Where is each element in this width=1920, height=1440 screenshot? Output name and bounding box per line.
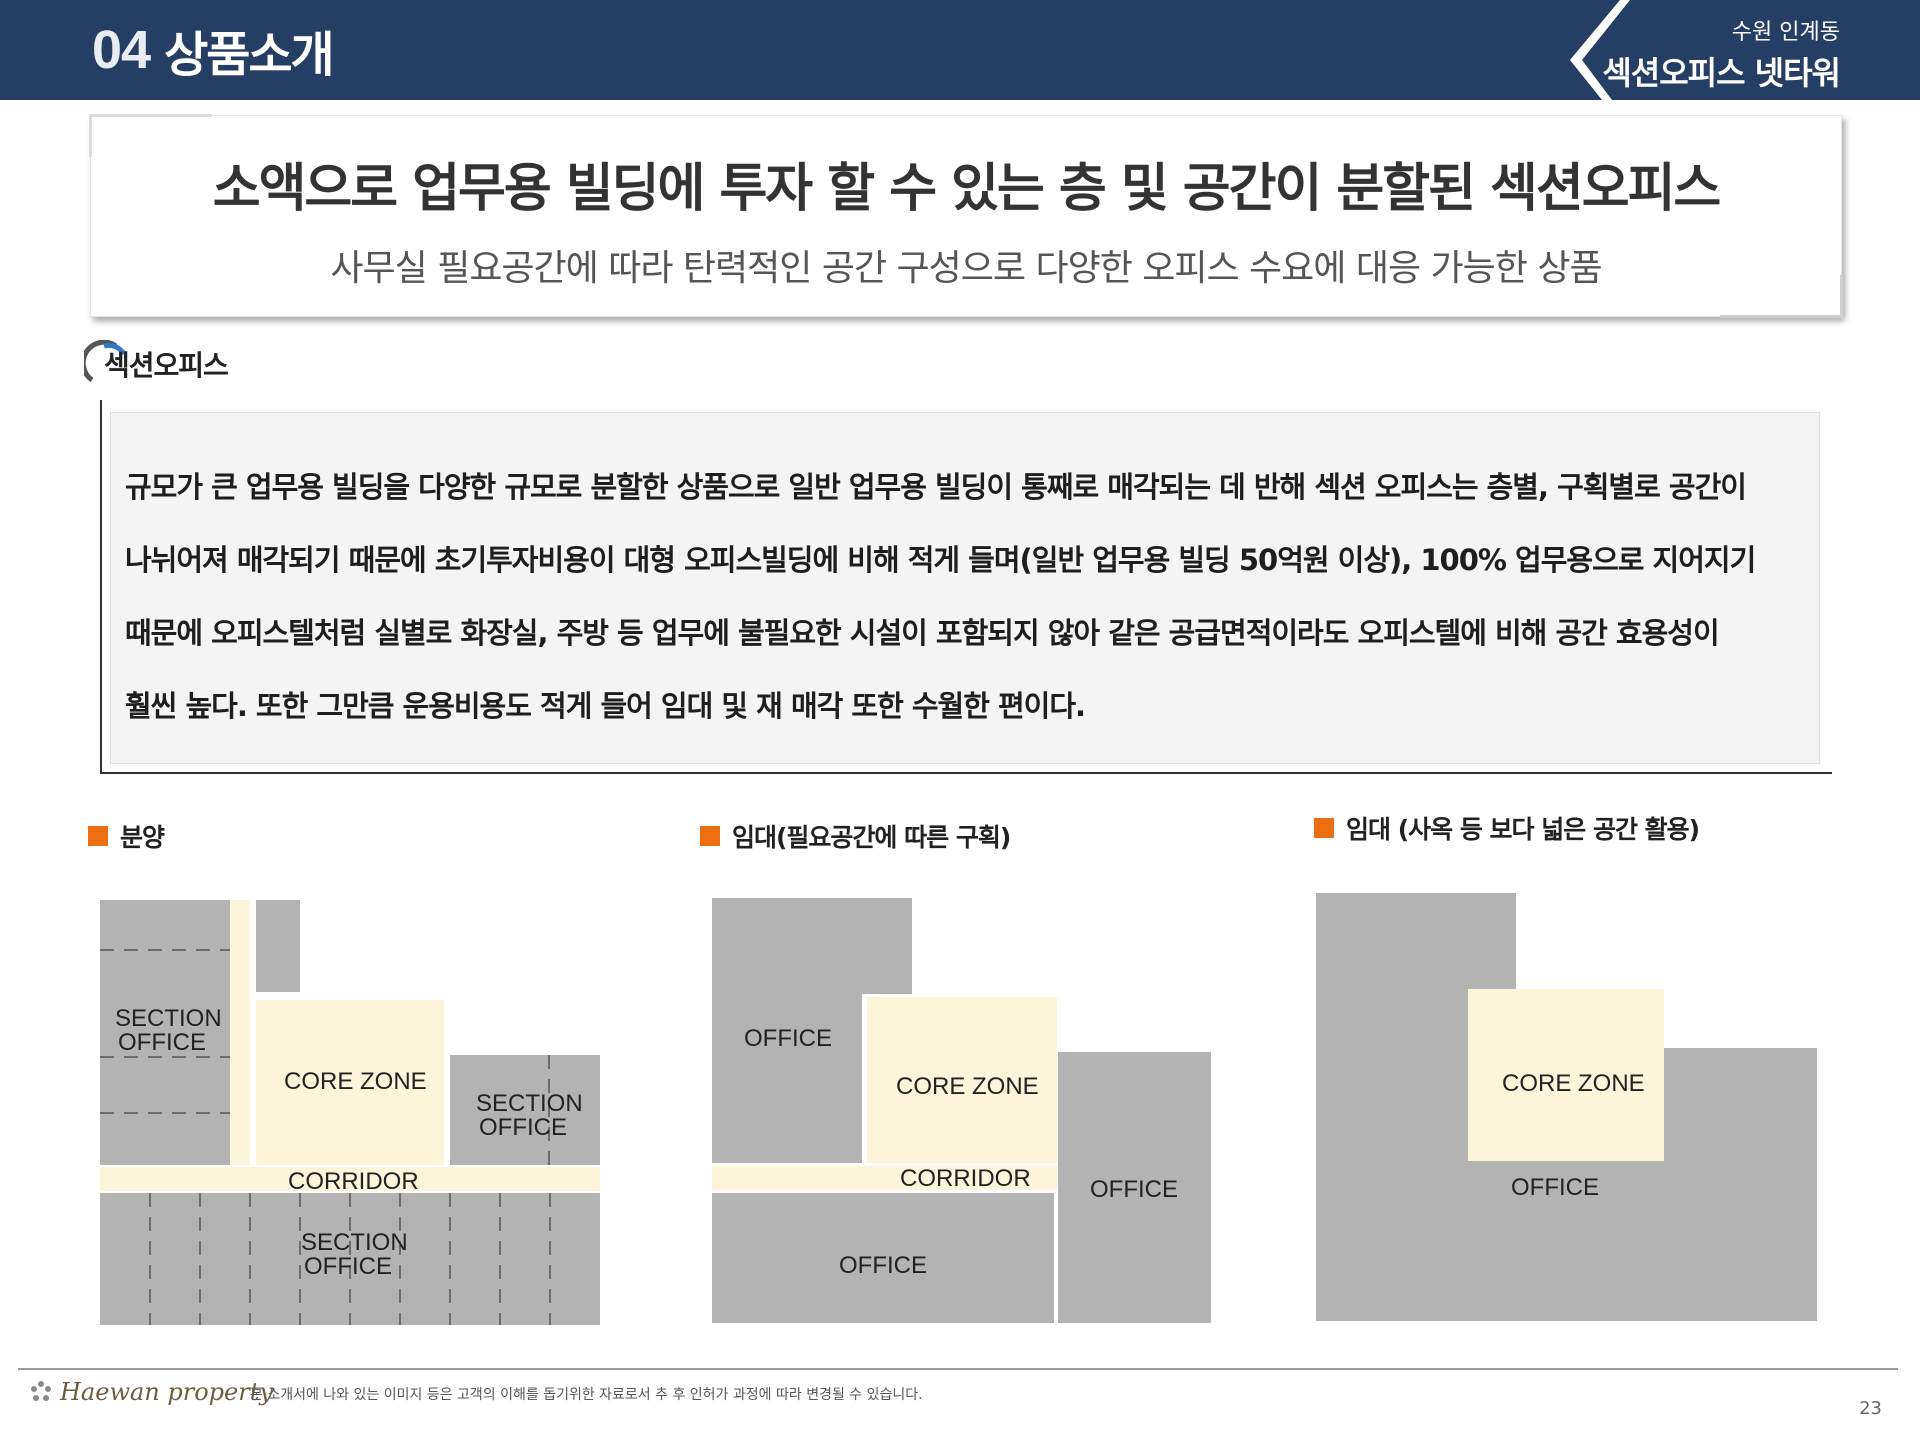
property-tag: 수원 인계동 섹션오피스 넷타워 xyxy=(1560,0,1920,100)
footer-logo: Haewan property xyxy=(28,1378,273,1406)
corridor-area xyxy=(100,1167,600,1191)
floorplan-sale: SECTION OFFICE CORE ZONE SECTION OFFICE … xyxy=(100,900,600,1329)
section-office-area xyxy=(100,900,230,1165)
small-office-block xyxy=(256,900,300,992)
core-zone-area xyxy=(1468,989,1664,1161)
office-area xyxy=(1058,1052,1211,1323)
diagram-label: OFFICE xyxy=(839,1252,927,1279)
headline-box: 소액으로 업무용 빌딩에 투자 할 수 있는 층 및 공간이 분할된 섹션오피스… xyxy=(89,114,1843,318)
diagram-label: CORRIDOR xyxy=(900,1165,1031,1192)
section-number: 04 xyxy=(92,20,151,80)
category-lease-partition: 임대(필요공간에 따른 구획) xyxy=(700,818,1011,854)
description-line: 나뉘어져 매각되기 때문에 초기투자비용이 대형 오피스빌딩에 비해 적게 들며… xyxy=(125,543,1756,577)
office-area xyxy=(1316,893,1817,1321)
diagram-label: SECTION xyxy=(301,1229,408,1256)
orange-square-icon xyxy=(88,826,108,846)
corridor-area xyxy=(712,1166,1057,1190)
floorplan-lease-whole: CORE ZONE OFFICE xyxy=(1316,893,1818,1327)
footer-divider xyxy=(18,1368,1898,1370)
office-area xyxy=(712,1193,1054,1323)
floorplan-lease-partition: OFFICE CORE ZONE CORRIDOR OFFICE OFFICE xyxy=(712,898,1212,1329)
section-heading: 상품소개 xyxy=(164,27,335,83)
property-location: 수원 인계동 xyxy=(1731,20,1840,45)
footer-disclaimer: 본 소개서에 나와 있는 이미지 등은 고객의 이해를 돕기위한 자료로서 추 … xyxy=(250,1387,923,1403)
category-sale: 분양 xyxy=(88,818,165,854)
orange-square-icon xyxy=(700,826,720,846)
diagram-label: OFFICE xyxy=(479,1114,567,1141)
headline-subtitle: 사무실 필요공간에 따라 탄력적인 공간 구성으로 다양한 오피스 수요에 대응… xyxy=(330,248,1602,289)
category-label: 임대 (사옥 등 보다 넓은 공간 활용) xyxy=(1346,815,1700,844)
headline-title: 소액으로 업무용 빌딩에 투자 할 수 있는 층 및 공간이 분할된 섹션오피스 xyxy=(212,159,1722,219)
arc-icon xyxy=(84,340,127,383)
diagram-label: SECTION xyxy=(115,1005,222,1032)
core-zone-area xyxy=(256,1000,444,1165)
diagram-label: SECTION xyxy=(476,1090,583,1117)
page-number: 23 xyxy=(1859,1398,1882,1419)
diagram-label: CORE ZONE xyxy=(1502,1070,1645,1097)
diagram-label: CORE ZONE xyxy=(896,1073,1039,1100)
flower-logo-icon xyxy=(31,1381,51,1401)
description-text: 규모가 큰 업무용 빌딩을 다양한 규모로 분할한 상품으로 일반 업무용 빌딩… xyxy=(125,451,1815,743)
property-name: 섹션오피스 넷타워 xyxy=(1602,54,1841,92)
property-tag-chevron xyxy=(1570,0,1920,100)
description-line: 규모가 큰 업무용 빌딩을 다양한 규모로 분할한 상품으로 일반 업무용 빌딩… xyxy=(125,470,1747,504)
description-line: 때문에 오피스텔처럼 실별로 화장실, 주방 등 업무에 불필요한 시설이 포함… xyxy=(125,616,1720,650)
section-label-text: 섹션오피스 xyxy=(104,349,229,382)
partition-lines xyxy=(100,949,551,1325)
diagram-label: CORRIDOR xyxy=(288,1168,419,1195)
floorplan-lease-whole-svg: CORE ZONE OFFICE xyxy=(1316,893,1817,1321)
diagram-label: OFFICE xyxy=(304,1253,392,1280)
page-header: 04 상품소개 수원 인계동 섹션오피스 넷타워 xyxy=(0,0,1920,100)
description-line: 훨씬 높다. 또한 그만큼 운용비용도 적게 들어 임대 및 재 매각 또한 수… xyxy=(125,689,1086,723)
description-frame xyxy=(100,400,1832,774)
office-area xyxy=(712,898,912,1163)
footer-logo-text: Haewan property xyxy=(60,1378,273,1406)
floorplan-sale-svg: SECTION OFFICE CORE ZONE SECTION OFFICE … xyxy=(100,900,600,1325)
diagram-label: CORE ZONE xyxy=(284,1068,427,1095)
category-lease-whole: 임대 (사옥 등 보다 넓은 공간 활용) xyxy=(1314,810,1700,846)
diagram-label: OFFICE xyxy=(118,1029,206,1056)
floorplan-lease-partition-svg: OFFICE CORE ZONE CORRIDOR OFFICE OFFICE xyxy=(712,898,1211,1323)
section-title: 04 상품소개 xyxy=(92,20,335,83)
section-office-area xyxy=(450,1055,600,1165)
description-box: 규모가 큰 업무용 빌딩을 다양한 규모로 분할한 상품으로 일반 업무용 빌딩… xyxy=(110,412,1820,764)
corridor-vertical xyxy=(230,900,250,1165)
category-label: 임대(필요공간에 따른 구획) xyxy=(732,823,1011,852)
diagram-label: OFFICE xyxy=(1090,1176,1178,1203)
core-zone-area xyxy=(867,997,1057,1163)
diagram-label: OFFICE xyxy=(1511,1174,1599,1201)
section-label: 섹션오피스 xyxy=(84,340,229,388)
category-label: 분양 xyxy=(120,823,165,852)
orange-square-icon xyxy=(1314,818,1334,838)
diagram-label: OFFICE xyxy=(744,1025,832,1052)
